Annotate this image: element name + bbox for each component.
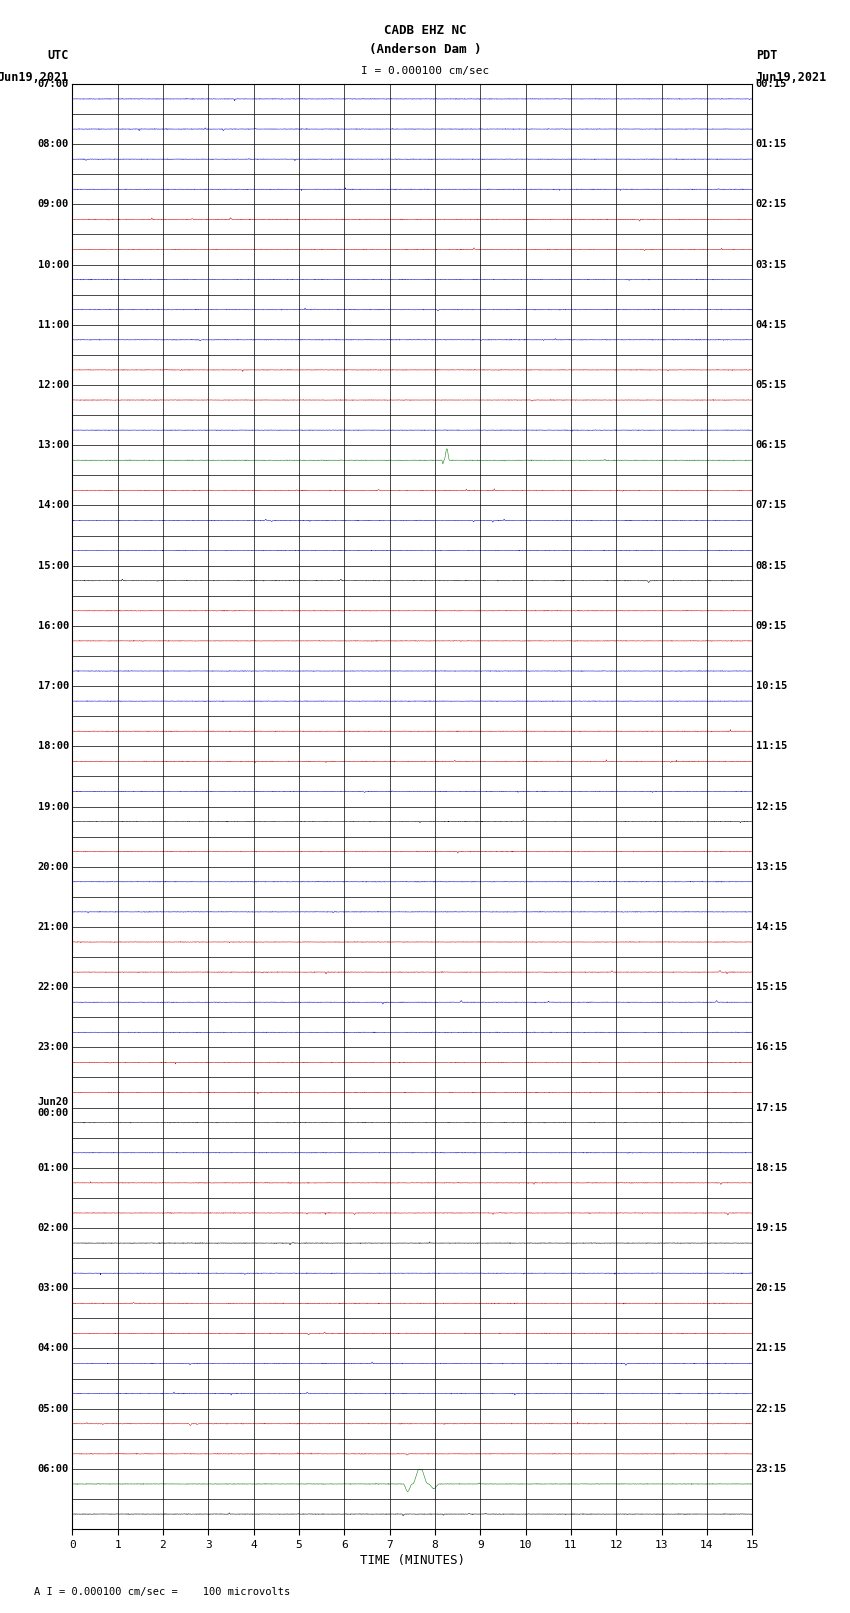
Text: UTC: UTC [48, 50, 69, 63]
Text: 19:00: 19:00 [37, 802, 69, 811]
Text: CADB EHZ NC: CADB EHZ NC [383, 24, 467, 37]
Text: PDT: PDT [756, 50, 777, 63]
Text: Jun19,2021: Jun19,2021 [0, 71, 69, 84]
Text: 23:15: 23:15 [756, 1465, 787, 1474]
Text: 19:15: 19:15 [756, 1223, 787, 1232]
Text: I = 0.000100 cm/sec: I = 0.000100 cm/sec [361, 66, 489, 76]
Text: 05:15: 05:15 [756, 381, 787, 390]
Text: 08:00: 08:00 [37, 139, 69, 148]
Text: 13:00: 13:00 [37, 440, 69, 450]
Text: Jun20
00:00: Jun20 00:00 [37, 1097, 69, 1118]
Text: 22:00: 22:00 [37, 982, 69, 992]
Text: 17:15: 17:15 [756, 1103, 787, 1113]
Text: 20:15: 20:15 [756, 1284, 787, 1294]
Text: 04:00: 04:00 [37, 1344, 69, 1353]
Text: 08:15: 08:15 [756, 561, 787, 571]
Text: 07:15: 07:15 [756, 500, 787, 510]
Text: 18:00: 18:00 [37, 742, 69, 752]
X-axis label: TIME (MINUTES): TIME (MINUTES) [360, 1553, 465, 1566]
Text: 01:15: 01:15 [756, 139, 787, 148]
Text: 07:00: 07:00 [37, 79, 69, 89]
Text: (Anderson Dam ): (Anderson Dam ) [369, 44, 481, 56]
Text: 13:15: 13:15 [756, 861, 787, 871]
Text: 02:15: 02:15 [756, 200, 787, 210]
Text: 06:15: 06:15 [756, 440, 787, 450]
Text: 14:00: 14:00 [37, 500, 69, 510]
Text: 22:15: 22:15 [756, 1403, 787, 1413]
Text: 14:15: 14:15 [756, 923, 787, 932]
Text: 23:00: 23:00 [37, 1042, 69, 1052]
Text: 00:15: 00:15 [756, 79, 787, 89]
Text: 10:00: 10:00 [37, 260, 69, 269]
Text: 03:00: 03:00 [37, 1284, 69, 1294]
Text: 12:00: 12:00 [37, 381, 69, 390]
Text: 16:00: 16:00 [37, 621, 69, 631]
Text: 16:15: 16:15 [756, 1042, 787, 1052]
Text: A I = 0.000100 cm/sec =    100 microvolts: A I = 0.000100 cm/sec = 100 microvolts [34, 1587, 290, 1597]
Text: 06:00: 06:00 [37, 1465, 69, 1474]
Text: 03:15: 03:15 [756, 260, 787, 269]
Text: 09:00: 09:00 [37, 200, 69, 210]
Text: 12:15: 12:15 [756, 802, 787, 811]
Text: 05:00: 05:00 [37, 1403, 69, 1413]
Text: 11:00: 11:00 [37, 319, 69, 329]
Text: 15:15: 15:15 [756, 982, 787, 992]
Text: 10:15: 10:15 [756, 681, 787, 690]
Text: 20:00: 20:00 [37, 861, 69, 871]
Text: 11:15: 11:15 [756, 742, 787, 752]
Text: 01:00: 01:00 [37, 1163, 69, 1173]
Text: 18:15: 18:15 [756, 1163, 787, 1173]
Text: 17:00: 17:00 [37, 681, 69, 690]
Text: 15:00: 15:00 [37, 561, 69, 571]
Text: Jun19,2021: Jun19,2021 [756, 71, 827, 84]
Text: 21:15: 21:15 [756, 1344, 787, 1353]
Text: 21:00: 21:00 [37, 923, 69, 932]
Text: 09:15: 09:15 [756, 621, 787, 631]
Text: 02:00: 02:00 [37, 1223, 69, 1232]
Text: 04:15: 04:15 [756, 319, 787, 329]
